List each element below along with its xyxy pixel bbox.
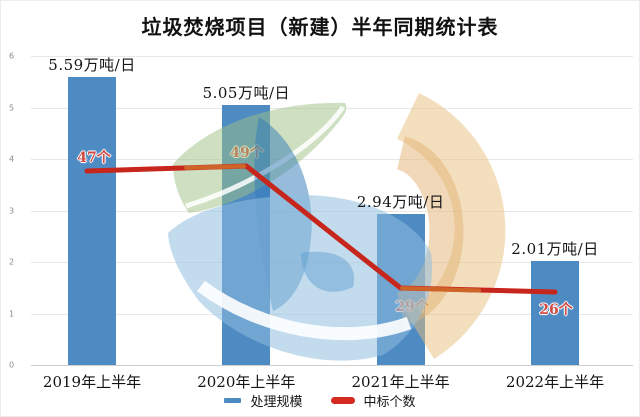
x-axis-label-2022年上半年: 2022年上半年 — [505, 373, 605, 391]
x-axis-label-2019年上半年: 2019年上半年 — [42, 373, 142, 391]
x-axis-label-2021年上半年: 2021年上半年 — [351, 373, 450, 391]
gridline-0 — [31, 365, 633, 366]
legend-label: 中标个数 — [363, 395, 416, 410]
gridline-4 — [31, 159, 633, 160]
chart-title: 垃圾焚烧项目（新建）半年同期统计表 — [141, 15, 499, 39]
bar-2019年上半年 — [68, 77, 116, 365]
y-tick-label: 2 — [9, 257, 15, 267]
y-tick-label: 1 — [9, 309, 15, 318]
x-axis-label-2020年上半年: 2020年上半年 — [197, 373, 296, 391]
legend: 处理规模 中标个数 — [1, 391, 639, 410]
legend-label: 处理规模 — [250, 395, 303, 410]
y-tick-label: 5 — [9, 103, 15, 112]
line-swatch-icon — [330, 397, 355, 404]
y-tick-label: 4 — [9, 154, 15, 164]
bar-swatch-icon — [224, 398, 242, 403]
value-label-2019年上半年: 5.59万吨/日 — [48, 56, 136, 75]
value-label-2021年上半年: 2.94万吨/日 — [356, 192, 445, 211]
gridline-6 — [31, 56, 633, 57]
value-label-2020年上半年: 5.05万吨/日 — [202, 83, 291, 102]
y-tick-label: 0 — [9, 360, 15, 370]
legend-item-scale: 处理规模 — [224, 391, 303, 410]
y-tick-label: 3 — [9, 206, 15, 215]
y-tick-label: 6 — [9, 51, 15, 61]
count-label-2019年上半年: 47个 — [77, 150, 111, 166]
bar-2022年上半年 — [531, 261, 579, 365]
count-label-2022年上半年: 26个 — [539, 302, 573, 318]
value-label-2022年上半年: 2.01万吨/日 — [511, 240, 599, 259]
legend-item-count: 中标个数 — [330, 391, 416, 410]
